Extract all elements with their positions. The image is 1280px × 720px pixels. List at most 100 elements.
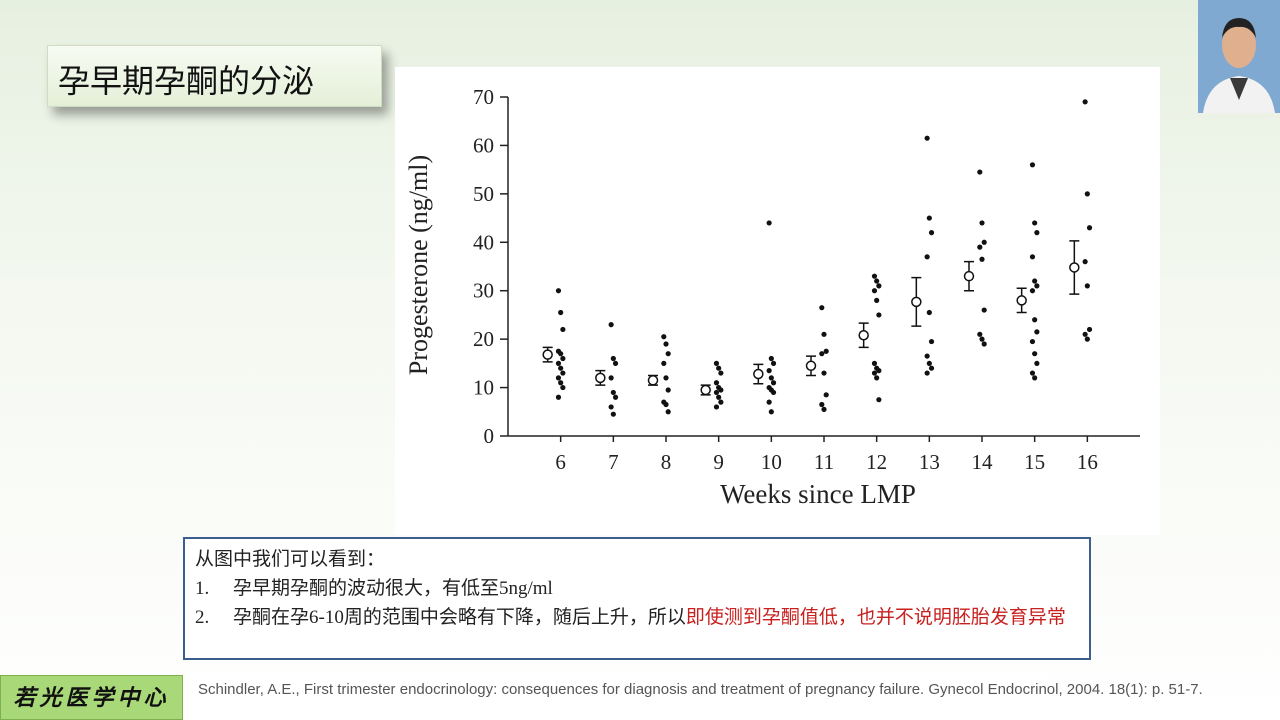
data-point (1084, 336, 1090, 342)
mean-point (805, 360, 817, 372)
notes-heading: 从图中我们可以看到： (195, 549, 386, 570)
data-point (871, 273, 878, 279)
data-point (1032, 317, 1038, 323)
data-point (610, 411, 616, 417)
x-tick-label: 14 (972, 450, 994, 474)
mean-point (595, 372, 606, 384)
data-point (716, 394, 722, 400)
data-point (928, 230, 935, 236)
slide-title: 孕早期孕酮的分泌 (58, 63, 315, 99)
data-point (663, 375, 669, 381)
mean-point (1016, 295, 1027, 306)
x-tick-label: 9 (713, 450, 724, 474)
data-point (1029, 288, 1036, 294)
data-point (560, 326, 566, 333)
data-point (766, 368, 772, 374)
data-point (560, 355, 566, 362)
data-point (610, 389, 616, 396)
data-point (768, 355, 774, 362)
x-tick-label: 11 (814, 450, 834, 474)
x-tick-label: 10 (761, 450, 782, 474)
data-point (713, 380, 720, 386)
data-point (663, 401, 669, 408)
data-point (555, 360, 562, 366)
reference: Schindler, A.E., First trimester endocri… (190, 672, 1203, 710)
data-point (926, 360, 932, 366)
data-point (924, 254, 930, 260)
note-highlight: 即使测到孕酮值低，也并不说明胚胎发育异常 (685, 607, 1066, 628)
data-point (608, 404, 614, 410)
data-point (821, 331, 827, 337)
data-point (874, 375, 880, 381)
data-point (1034, 283, 1040, 289)
chart: Weeks since LMP Progesterone (ng/ml) 0 10… (395, 67, 1160, 535)
data-point (981, 307, 987, 313)
data-point (823, 392, 829, 398)
data-point (924, 135, 930, 141)
data-point (766, 220, 772, 226)
y-tick-label: 70 (473, 85, 494, 109)
data-point (926, 309, 932, 316)
data-point (981, 341, 987, 347)
y-tick-label: 20 (473, 327, 494, 351)
data-point (661, 360, 667, 366)
mean-point (700, 384, 711, 396)
data-point (612, 394, 619, 400)
note-number: 1. (195, 578, 210, 599)
title-box: 孕早期孕酮的分泌 (47, 45, 382, 107)
note-text: 孕早期孕酮的波动很大，有低至5ng/ml (233, 578, 553, 599)
logo: 若光医学中心 (0, 675, 183, 720)
data-point (977, 169, 983, 175)
data-point (718, 387, 724, 393)
note-body: 孕早期孕酮的波动很大，有低至5ng/ml (233, 574, 553, 603)
data-point (1084, 191, 1090, 197)
data-point (821, 370, 827, 376)
data-point (718, 399, 724, 405)
data-point (558, 309, 564, 316)
data-point (876, 283, 882, 289)
mean-point (542, 349, 553, 360)
x-tick-label: 16 (1077, 450, 1098, 474)
data-point (871, 288, 878, 294)
data-point (823, 348, 829, 354)
data-point (876, 368, 882, 374)
data-point (871, 370, 878, 376)
data-point (928, 365, 935, 371)
data-point (713, 360, 720, 366)
data-point (716, 365, 722, 371)
data-point (819, 305, 825, 311)
data-point (1082, 99, 1088, 105)
data-point (558, 380, 564, 386)
data-point (768, 409, 774, 415)
y-axis-label: Progesterone (ng/ml) (404, 155, 433, 375)
note-text: 孕酮在孕6-10周的范围中会略有下降，随后上升，所以 (233, 607, 686, 628)
note-body: 孕酮在孕6-10周的范围中会略有下降，随后上升，所以即使测到孕酮值低，也并不说明… (233, 603, 1066, 632)
data-point (1082, 331, 1088, 337)
data-point (1029, 254, 1036, 260)
data-point (1086, 225, 1093, 231)
photo-art (1198, 0, 1280, 113)
data-point (1029, 162, 1036, 168)
x-tick-label: 13 (919, 450, 940, 474)
data-point (926, 215, 932, 221)
mean-point (753, 368, 764, 380)
data-point (1029, 370, 1036, 376)
data-point (718, 370, 724, 376)
x-tick-label: 15 (1024, 450, 1045, 474)
data-point (1032, 351, 1038, 357)
data-point (977, 331, 983, 337)
data-point (766, 399, 772, 405)
x-tick-label: 7 (608, 450, 619, 474)
notes-box: 从图中我们可以看到： 1. 孕早期孕酮的波动很大，有低至5ng/ml 2. 孕酮在孕6… (183, 537, 1091, 660)
data-point (770, 389, 777, 396)
data-point (819, 351, 825, 357)
y-tick-label: 0 (484, 424, 495, 448)
data-point (770, 360, 777, 366)
data-point (1032, 278, 1038, 284)
mean-point (1069, 262, 1080, 273)
mean-point (647, 375, 659, 386)
data-point (1086, 326, 1093, 333)
y-tick-label: 10 (473, 376, 494, 400)
mean-point (963, 270, 975, 282)
